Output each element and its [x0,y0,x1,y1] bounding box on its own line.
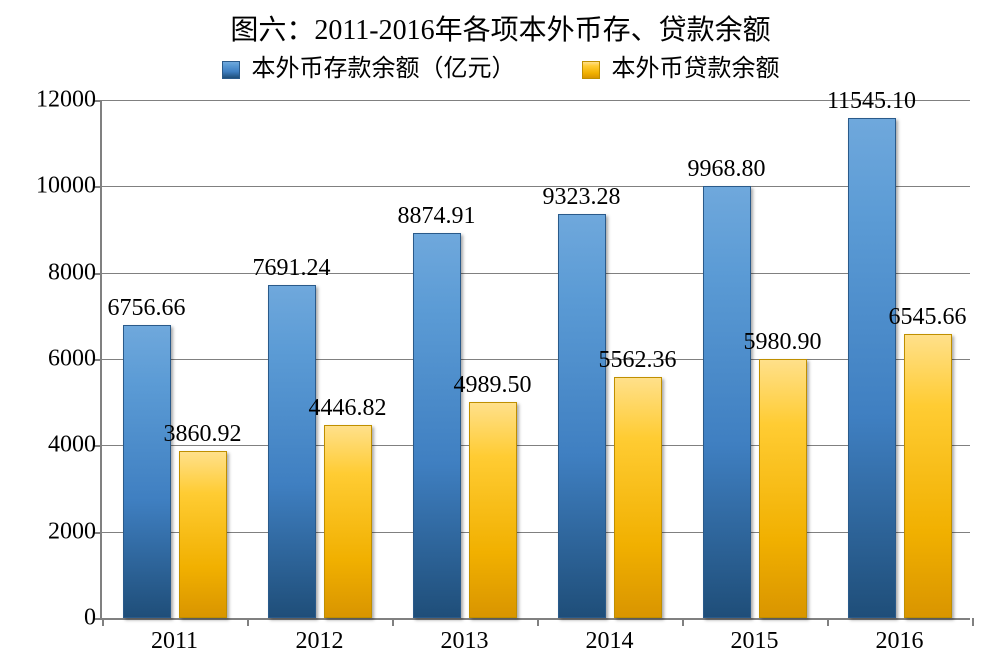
bar-deposits: 11545.10 [848,118,896,618]
bar-value-label: 4989.50 [454,372,532,399]
x-axis-label: 2016 [876,628,924,655]
bar-value-label: 9323.28 [543,184,621,211]
legend-item-loans: 本外币贷款余额 [582,48,780,83]
bar-value-label: 9968.80 [688,156,766,183]
x-axis-label: 2012 [296,628,344,655]
y-tick-label: 4000 [48,432,96,459]
x-axis-label: 2015 [731,628,779,655]
legend-label-deposits: 本外币存款余额（亿元） [252,56,516,82]
y-tick-label: 8000 [48,259,96,286]
bar-group: 11545.106545.662016 [827,118,972,618]
chart-legend: 本外币存款余额（亿元） 本外币贷款余额 [0,48,1001,83]
bar-deposits: 7691.24 [268,285,316,618]
bar-loans: 6545.66 [904,334,952,618]
bar-group: 9968.805980.902015 [682,186,827,618]
bar-group: 7691.244446.822012 [247,285,392,618]
plot-area: 0200040006000800010000120006756.663860.9… [100,100,970,620]
bar-value-label: 5562.36 [599,347,677,374]
x-tick-mark [827,618,829,626]
bar-value-label: 7691.24 [253,255,331,282]
bar-deposits: 9968.80 [703,186,751,618]
bar-group: 6756.663860.922011 [102,325,247,618]
chart-title: 图六：2011-2016年各项本外币存、贷款余额 [0,8,1001,48]
x-axis-label: 2014 [586,628,634,655]
x-tick-mark [247,618,249,626]
bar-value-label: 6545.66 [889,304,967,331]
chart-container: 图六：2011-2016年各项本外币存、贷款余额 本外币存款余额（亿元） 本外币… [0,0,1001,667]
bar-loans: 5562.36 [614,377,662,618]
bar-group: 9323.285562.362014 [537,214,682,618]
bar-loans: 4989.50 [469,402,517,618]
legend-item-deposits: 本外币存款余额（亿元） [222,48,516,83]
bar-deposits: 8874.91 [413,233,461,618]
y-tick-label: 12000 [36,87,96,114]
bar-value-label: 11545.10 [827,88,916,115]
bar-deposits: 9323.28 [558,214,606,618]
x-axis-label: 2011 [151,628,198,655]
x-tick-mark [537,618,539,626]
y-tick-label: 2000 [48,518,96,545]
bar-value-label: 8874.91 [398,203,476,230]
y-tick-label: 6000 [48,346,96,373]
bar-loans: 4446.82 [324,425,372,618]
y-tick-label: 0 [84,605,96,632]
x-tick-mark [102,618,104,626]
bar-loans: 5980.90 [759,359,807,618]
y-tick-label: 10000 [36,173,96,200]
bar-value-label: 5980.90 [744,329,822,356]
legend-label-loans: 本外币贷款余额 [612,56,780,82]
x-tick-mark [682,618,684,626]
x-axis-label: 2013 [441,628,489,655]
bar-value-label: 4446.82 [309,395,387,422]
legend-marker-deposits [222,61,240,79]
bar-value-label: 3860.92 [164,421,242,448]
legend-marker-loans [582,61,600,79]
bar-loans: 3860.92 [179,451,227,618]
bar-group: 8874.914989.502013 [392,233,537,618]
bar-value-label: 6756.66 [108,295,186,322]
x-tick-mark [392,618,394,626]
x-tick-mark [972,618,974,626]
bar-deposits: 6756.66 [123,325,171,618]
